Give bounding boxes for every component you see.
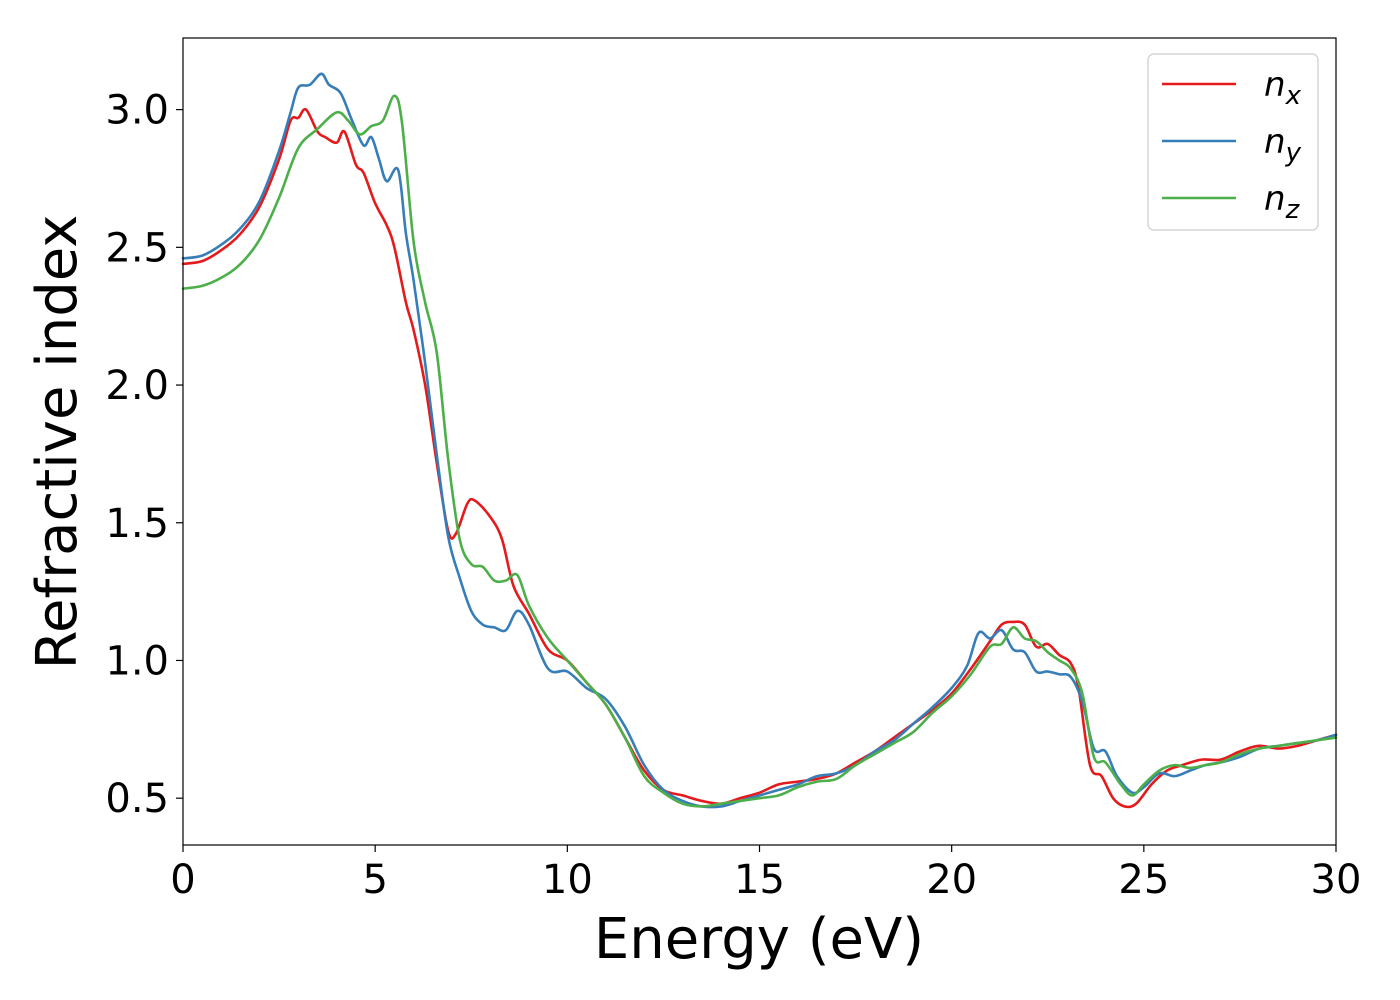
y-tick-label: 1.0	[105, 638, 169, 684]
series-line-z	[181, 94, 1338, 808]
y-tick-label: 0.5	[105, 776, 169, 822]
y-tick-label: 3.0	[105, 88, 169, 134]
x-tick-label: 20	[926, 857, 977, 903]
series-line-x	[181, 107, 1338, 809]
y-tick-label: 2.0	[105, 363, 169, 409]
y-axis: 0.5 1.0 1.5 2.0 2.5 3.0	[105, 88, 183, 822]
x-tick-label: 10	[542, 857, 593, 903]
y-tick-label: 1.5	[105, 501, 169, 547]
x-tick-label: 5	[362, 857, 387, 903]
legend-label-z: nz	[1264, 179, 1301, 225]
x-tick-label: 15	[734, 857, 785, 903]
legend: nx ny nz	[1147, 53, 1319, 231]
x-axis-title: Energy (eV)	[594, 907, 924, 972]
x-axis: 0 5 10 15 20 25 30	[170, 845, 1361, 903]
x-tick-label: 25	[1118, 857, 1169, 903]
series-layer	[181, 72, 1338, 809]
x-tick-label: 0	[170, 857, 195, 903]
x-tick-label: 30	[1311, 857, 1362, 903]
legend-label-y: ny	[1264, 122, 1302, 168]
legend-label-x: nx	[1264, 65, 1302, 111]
y-axis-title: Refractive index	[25, 215, 90, 670]
y-tick-label: 2.5	[105, 225, 169, 271]
series-line-y	[181, 72, 1338, 809]
